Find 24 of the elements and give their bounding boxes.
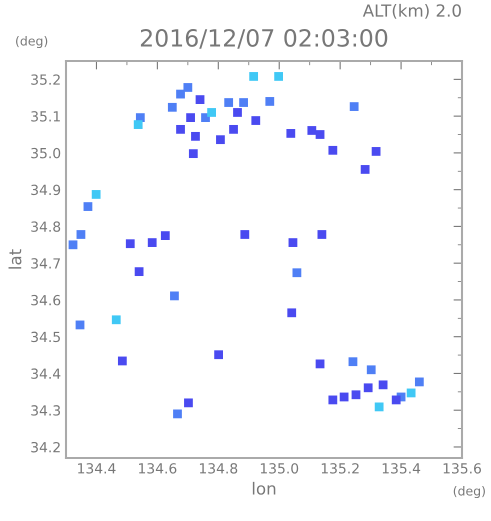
x-tick-label: 135.6 [444, 463, 482, 474]
chart-title: 2016/12/07 02:03:00 [140, 28, 388, 49]
y-tick-label: 34.4 [31, 368, 60, 379]
x-tick-label: 135.2 [322, 463, 359, 474]
y-tick-label: 34.7 [31, 258, 60, 269]
x-tick-label: 134.4 [78, 463, 116, 474]
y-tick-label: 34.6 [31, 294, 60, 306]
x-axis-title: lon [252, 482, 276, 495]
y-tick-label: 35.0 [31, 148, 60, 158]
y-tick-label: 34.3 [31, 405, 60, 416]
x-tick-label: 134.8 [200, 463, 238, 474]
text: (deg) [454, 486, 485, 498]
y-tick-label: 34.9 [31, 184, 60, 196]
x-tick-label: 135.4 [382, 463, 420, 474]
chart-subtitle: ALT(km) 2.0 [362, 4, 461, 19]
x-tick-label: 134.6 [139, 463, 176, 474]
y-axis-title: lat [8, 249, 22, 269]
text: (deg) [16, 36, 48, 48]
y-tick-label: 34.2 [31, 442, 60, 452]
y-tick-label: 35.1 [31, 111, 60, 122]
y-tick-label: 34.8 [31, 221, 60, 232]
y-tick-label: 34.5 [31, 332, 60, 342]
x-tick-label: 135.0 [260, 463, 298, 474]
y-tick-label: 35.2 [31, 74, 60, 85]
